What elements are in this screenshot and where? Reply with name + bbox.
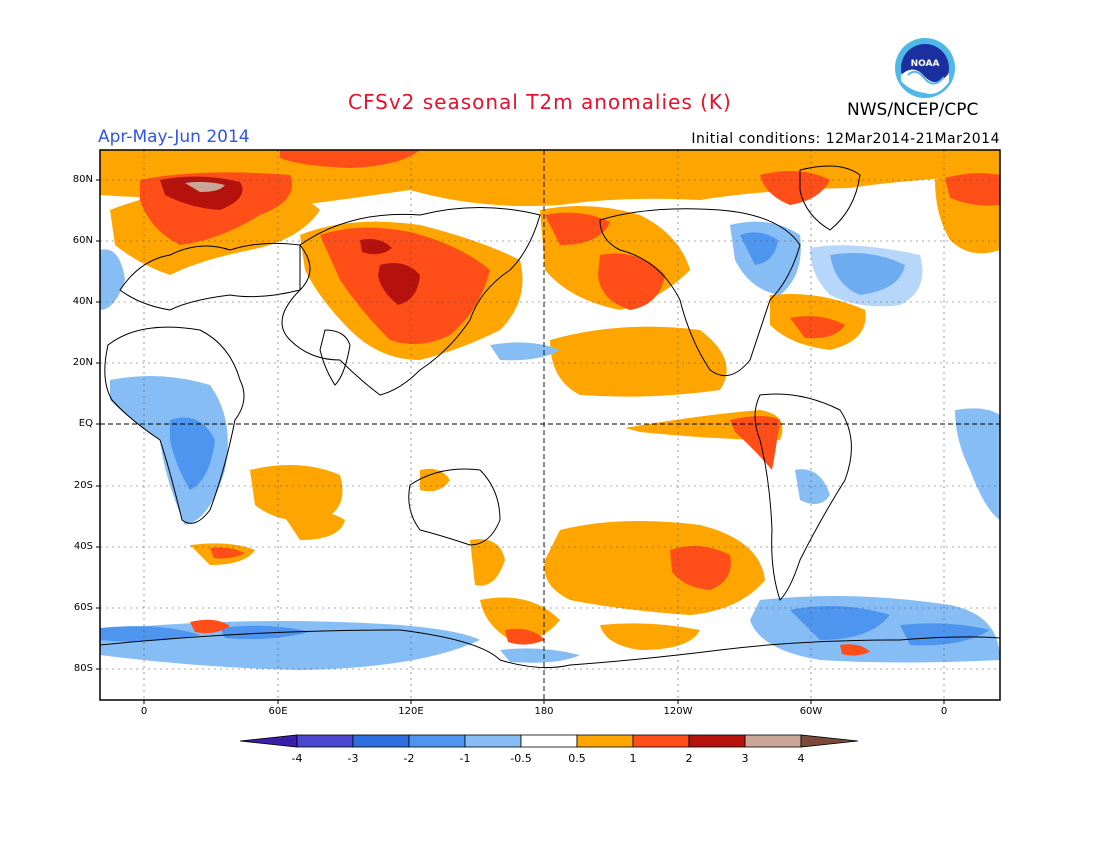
lon-label: 0	[940, 706, 948, 717]
colorbar-label: -0.5	[510, 752, 532, 765]
lon-label: 120W	[663, 706, 693, 717]
coastline-antarctica	[100, 629, 1000, 669]
colorbar-swatch	[296, 734, 354, 748]
noaa-logo: NOAA	[895, 38, 955, 98]
lon-label: 60W	[799, 706, 823, 717]
colorbar-label: -3	[347, 752, 359, 765]
lat-label: 20S	[73, 480, 93, 491]
colorbar-swatch	[352, 734, 410, 748]
anomaly-region	[600, 623, 700, 650]
colorbar-swatch	[688, 734, 746, 748]
anomaly-region	[100, 626, 200, 642]
anomaly-region	[470, 539, 505, 586]
coastline-north-america	[599, 208, 801, 377]
colorbar-label: 2	[685, 752, 693, 765]
anomaly-region	[110, 376, 228, 525]
anomaly-region	[220, 625, 310, 640]
lat-label: EQ	[78, 418, 93, 429]
anomaly-region	[170, 417, 215, 490]
anomaly-region	[280, 150, 420, 168]
anomaly-region	[505, 628, 545, 645]
colorbar-label: 1	[629, 752, 637, 765]
anomaly-region	[598, 253, 665, 310]
lat-label: 40S	[73, 541, 93, 552]
lat-label: 20N	[72, 357, 93, 368]
colorbar	[239, 734, 859, 748]
anomaly-region	[790, 606, 890, 640]
anomaly-region	[730, 416, 780, 470]
colorbar-swatch	[408, 734, 466, 748]
lon-label: 120E	[398, 706, 424, 717]
anomaly-region	[670, 546, 731, 590]
anomaly-region	[420, 468, 450, 492]
anomaly-region	[280, 508, 345, 540]
lat-label: 80N	[72, 174, 93, 185]
anomaly-region	[544, 521, 765, 615]
anomaly-region	[740, 232, 778, 265]
anomaly-region	[945, 173, 1000, 206]
anomaly-region	[490, 342, 560, 361]
colorbar-label: 3	[741, 752, 749, 765]
anomaly-region	[378, 262, 420, 305]
coastline-asia	[281, 207, 541, 396]
anomaly-region	[760, 171, 830, 205]
coastline-south-america	[754, 393, 852, 601]
lat-label: 80S	[73, 663, 93, 674]
colorbar-swatch	[800, 734, 859, 748]
colorbar-label: 4	[797, 752, 805, 765]
colorbar-swatch	[632, 734, 690, 748]
organization-label: NWS/NCEP/CPC	[847, 100, 979, 120]
lat-label: 60S	[73, 602, 93, 613]
anomaly-region	[100, 249, 125, 310]
colorbar-swatch	[239, 734, 298, 748]
map-title: CFSv2 seasonal T2m anomalies (K)	[348, 90, 732, 114]
anomaly-region	[840, 644, 870, 656]
initial-conditions-label: Initial conditions: 12Mar2014-21Mar2014	[691, 131, 1000, 147]
coastline-australia	[408, 468, 501, 546]
anomaly-region	[955, 408, 1000, 520]
lon-label: 180	[534, 706, 554, 717]
anomaly-region	[190, 619, 230, 634]
colorbar-swatch	[464, 734, 522, 748]
anomaly-region	[545, 212, 610, 245]
anomaly-region	[550, 326, 727, 397]
lat-label: 60N	[72, 235, 93, 246]
coastline-africa	[104, 326, 245, 524]
lat-label: 40N	[72, 296, 93, 307]
coastline-india	[319, 329, 351, 386]
anomaly-region	[500, 648, 580, 663]
anomaly-region	[795, 469, 830, 504]
anomaly-region	[250, 465, 343, 521]
svg-text:NOAA: NOAA	[911, 59, 940, 69]
anomaly-region	[360, 239, 392, 255]
anomaly-region	[480, 597, 560, 641]
anomaly-region	[210, 547, 245, 559]
coastline-europe	[119, 242, 311, 311]
lon-label: 0	[140, 706, 148, 717]
anomaly-region	[790, 316, 845, 339]
anomaly-region	[185, 181, 225, 192]
colorbar-swatch	[520, 734, 578, 748]
colorbar-swatch	[576, 734, 634, 748]
anomaly-region	[100, 621, 480, 670]
colorbar-swatch	[744, 734, 802, 748]
colorbar-label: -4	[291, 752, 303, 765]
colorbar-label: 0.5	[568, 752, 586, 765]
coastline-greenland	[799, 165, 861, 231]
colorbar-label: -1	[459, 752, 471, 765]
colorbar-label: -2	[403, 752, 415, 765]
anomaly-region	[900, 623, 990, 646]
lon-label: 60E	[268, 706, 288, 717]
season-label: Apr-May-Jun 2014	[98, 127, 250, 147]
anomaly-region	[810, 245, 923, 307]
